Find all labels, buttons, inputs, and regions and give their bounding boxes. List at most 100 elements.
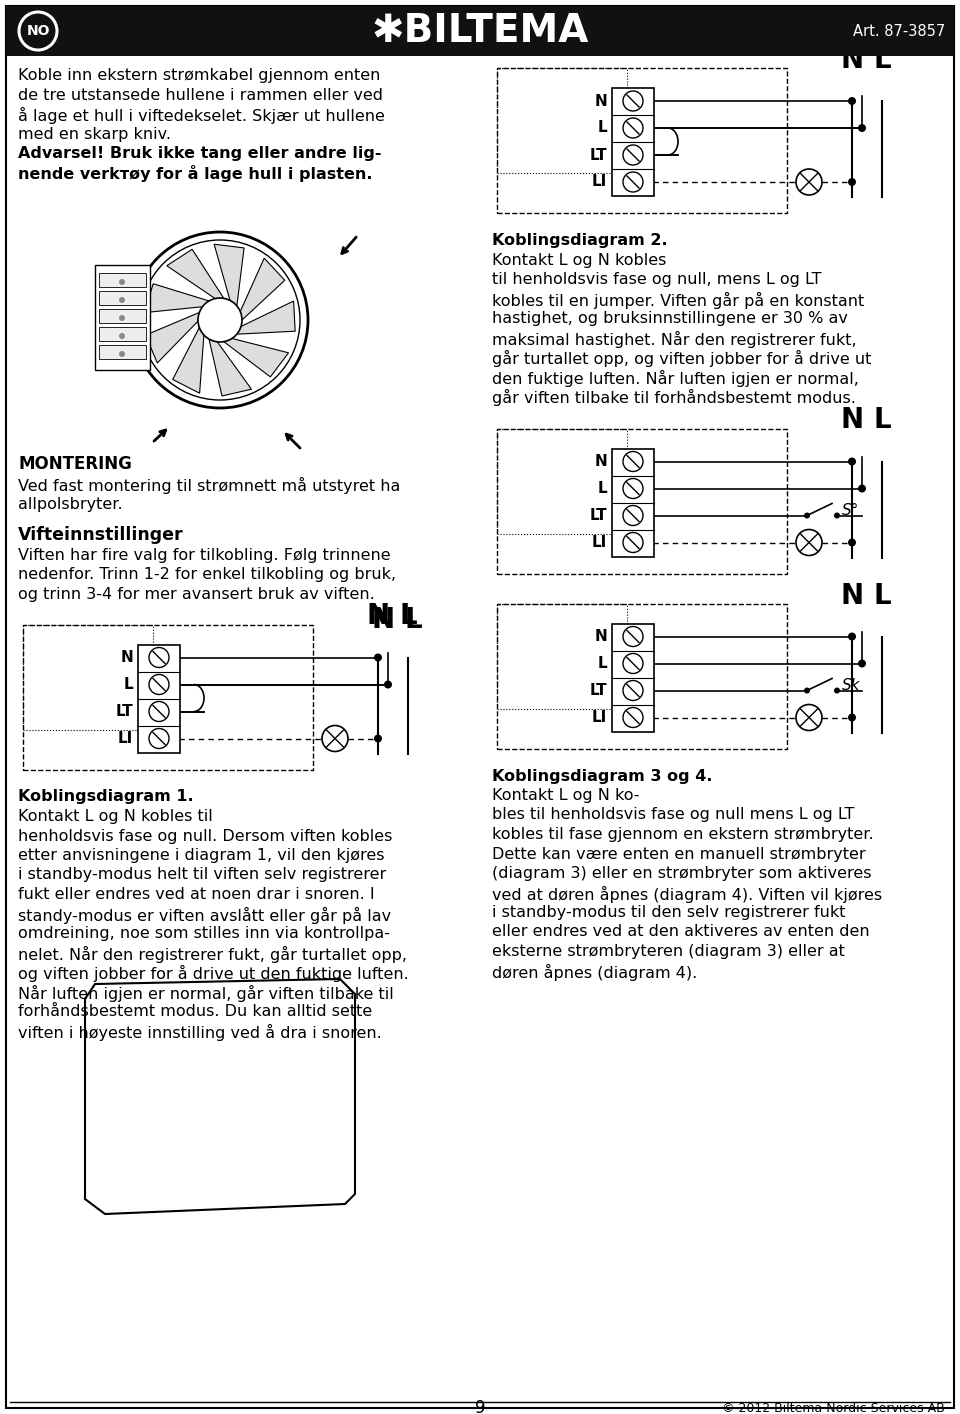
Polygon shape xyxy=(240,259,285,320)
Text: standy-modus er viften avslått eller går på lav: standy-modus er viften avslått eller går… xyxy=(18,906,391,923)
Bar xyxy=(99,327,146,341)
Text: N: N xyxy=(372,605,395,633)
Bar xyxy=(99,310,146,322)
Text: nende verkтøy for å lage hull i plasten.: nende verkтøy for å lage hull i plasten. xyxy=(18,165,372,182)
Text: L: L xyxy=(404,605,421,633)
Circle shape xyxy=(796,170,822,195)
Text: går viften tilbake til forhåndsbestemt modus.: går viften tilbake til forhåndsbestemt m… xyxy=(492,389,856,406)
Text: Vifteinnstillinger: Vifteinnstillinger xyxy=(18,526,183,544)
Text: S°: S° xyxy=(842,503,859,518)
Text: N: N xyxy=(367,602,390,631)
Text: forhåndsbestemt modus. Du kan alltid sette: forhåndsbestemt modus. Du kan alltid set… xyxy=(18,1004,372,1019)
Circle shape xyxy=(858,124,866,132)
Text: L: L xyxy=(874,581,891,609)
Text: Koblingsdiagram 2.: Koblingsdiagram 2. xyxy=(492,233,667,247)
Circle shape xyxy=(623,680,643,700)
Bar xyxy=(497,68,787,214)
Bar xyxy=(497,604,627,708)
Text: etter anvisningene i diagram 1, vil den kjøres: etter anvisningene i diagram 1, vil den … xyxy=(18,848,385,863)
Circle shape xyxy=(623,707,643,727)
Circle shape xyxy=(149,728,169,748)
Circle shape xyxy=(119,297,125,303)
Text: Ved fast montering til strømnett må utstyret ha: Ved fast montering til strømnett må utst… xyxy=(18,477,400,493)
Circle shape xyxy=(848,98,856,105)
Circle shape xyxy=(834,687,840,693)
Text: L: L xyxy=(874,406,891,434)
Text: henholdsvis fase og null. Dersom viften kobles: henholdsvis fase og null. Dersom viften … xyxy=(18,829,393,844)
Polygon shape xyxy=(214,245,244,305)
Text: ved at døren åpnes (diagram 4). Viften vil kjøres: ved at døren åpnes (diagram 4). Viften v… xyxy=(492,885,882,902)
Circle shape xyxy=(119,279,125,286)
Circle shape xyxy=(848,178,856,187)
Circle shape xyxy=(623,90,643,112)
Polygon shape xyxy=(209,339,252,396)
Polygon shape xyxy=(224,338,289,378)
Text: Kontakt L og N ko-: Kontakt L og N ko- xyxy=(492,788,639,803)
Bar xyxy=(23,625,313,769)
Text: i standby-modus til den selv registrerer fukt: i standby-modus til den selv registrerer… xyxy=(492,905,846,921)
Bar xyxy=(612,88,654,197)
Text: 9: 9 xyxy=(475,1398,485,1414)
Text: Koble inn ekstern strømkabel gjennom enten: Koble inn ekstern strømkabel gjennom ent… xyxy=(18,68,380,83)
Circle shape xyxy=(384,680,392,689)
Text: den fuktige luften. Når luften igjen er normal,: den fuktige luften. Når luften igjen er … xyxy=(492,369,859,386)
Text: N: N xyxy=(594,454,607,469)
Text: Viften har fire valg for tilkobling. Følg trinnene: Viften har fire valg for tilkobling. Føl… xyxy=(18,549,391,563)
Text: Art. 87-3857: Art. 87-3857 xyxy=(852,24,945,38)
Bar xyxy=(99,291,146,305)
Text: LI: LI xyxy=(118,731,133,747)
Bar xyxy=(23,625,153,730)
Polygon shape xyxy=(144,284,209,312)
Text: kobles til en jumper. Viften går på en konstant: kobles til en jumper. Viften går på en k… xyxy=(492,291,864,308)
Text: eller endres ved at den aktiveres av enten den: eller endres ved at den aktiveres av ent… xyxy=(492,925,870,939)
Circle shape xyxy=(858,485,866,492)
Text: nedenfor. Trinn 1-2 for enkel tilkobling og bruk,: nedenfor. Trinn 1-2 for enkel tilkobling… xyxy=(18,567,396,583)
Text: Koblingsdiagram 1.: Koblingsdiagram 1. xyxy=(18,789,194,805)
Text: © 2012 Biltema Nordic Services AB: © 2012 Biltema Nordic Services AB xyxy=(722,1401,945,1414)
Circle shape xyxy=(796,704,822,731)
Circle shape xyxy=(623,478,643,499)
Circle shape xyxy=(149,674,169,694)
Text: L: L xyxy=(597,656,607,672)
Text: N: N xyxy=(594,629,607,643)
Circle shape xyxy=(374,653,382,662)
Bar xyxy=(138,645,180,752)
Bar xyxy=(497,68,627,173)
Text: Dette kan være enten en manuell strømbryter: Dette kan være enten en manuell strømbry… xyxy=(492,847,866,861)
Text: LI: LI xyxy=(591,534,607,550)
Text: N: N xyxy=(594,93,607,109)
Bar xyxy=(99,273,146,287)
Circle shape xyxy=(796,529,822,556)
Polygon shape xyxy=(167,249,224,298)
Text: bles til henholdsvis fase og null mens L og LT: bles til henholdsvis fase og null mens L… xyxy=(492,807,854,823)
Text: LT: LT xyxy=(115,704,133,718)
Text: i standby-modus helt til viften selv registrerer: i standby-modus helt til viften selv reg… xyxy=(18,868,386,882)
Bar xyxy=(497,428,787,574)
Text: til henholdsvis fase og null, mens L og LT: til henholdsvis fase og null, mens L og … xyxy=(492,271,822,287)
Text: hastighet, og bruksinnstillingene er 30 % av: hastighet, og bruksinnstillingene er 30 … xyxy=(492,311,848,327)
Text: N: N xyxy=(120,650,133,665)
Text: LI: LI xyxy=(591,710,607,725)
Bar xyxy=(99,345,146,359)
Text: nelet. Når den registrerer fukt, går turtallet opp,: nelet. Når den registrerer fukt, går tur… xyxy=(18,946,407,963)
Text: allpolsbryter.: allpolsbryter. xyxy=(18,496,123,512)
Circle shape xyxy=(848,458,856,465)
Polygon shape xyxy=(146,312,200,363)
Polygon shape xyxy=(237,301,295,334)
Bar xyxy=(497,428,627,533)
Text: døren åpnes (diagram 4).: døren åpnes (diagram 4). xyxy=(492,963,697,980)
Bar xyxy=(612,624,654,731)
Bar xyxy=(95,264,150,370)
Circle shape xyxy=(119,315,125,321)
Bar xyxy=(497,604,787,748)
Circle shape xyxy=(119,351,125,356)
Bar xyxy=(6,6,954,57)
Circle shape xyxy=(848,632,856,641)
Text: LT: LT xyxy=(589,147,607,163)
Text: fukt eller endres ved at noen drar i snoren. I: fukt eller endres ved at noen drar i sno… xyxy=(18,887,374,902)
Text: L: L xyxy=(124,677,133,691)
Circle shape xyxy=(623,451,643,471)
Text: Advarsel! Bruk ikke tang eller andre lig-: Advarsel! Bruk ikke tang eller andre lig… xyxy=(18,146,381,161)
Bar xyxy=(612,448,654,557)
Circle shape xyxy=(623,626,643,646)
